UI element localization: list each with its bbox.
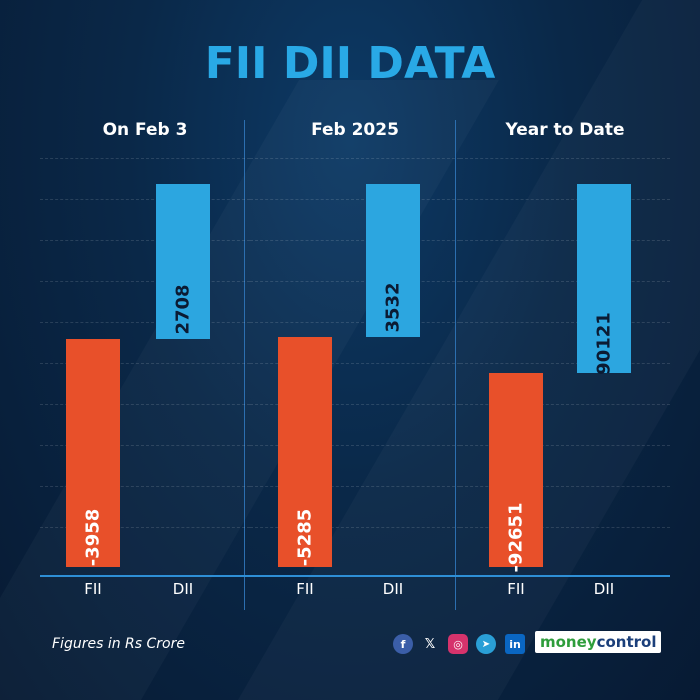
gridline [250,363,460,364]
facebook-icon[interactable]: f [393,634,413,654]
x-axis-baseline [460,575,670,577]
linkedin-glyph: in [509,637,521,651]
gridline [40,240,250,241]
gridline [40,281,250,282]
gridline [40,527,250,528]
gridline [40,486,250,487]
gridline [460,404,670,405]
brand-part1: money [540,633,597,651]
x-tick-label: DII [382,580,404,598]
bar-fii: -3958 [66,339,120,567]
gridline [40,158,250,159]
gridline [250,322,460,323]
moneycontrol-logo[interactable]: money control [535,631,662,653]
panel-divider [244,120,245,610]
panel-title: On Feb 3 [102,120,188,140]
gridline [250,527,460,528]
bar-fii: -5285 [278,337,332,567]
gridline [250,158,460,159]
gridline [460,445,670,446]
gridline [460,486,670,487]
gridline [40,404,250,405]
page-title: FII DII DATA [204,38,496,89]
chart-panel-feb3: On Feb 3 -3958 2708 FII DII [40,120,250,610]
x-axis-baseline [250,575,460,577]
x-tick-label: FII [84,580,102,598]
bar-value-label: 2708 [172,284,194,336]
chart-panel-ytd: Year to Date -92651 90121 FII DII [460,120,670,610]
gridline [250,281,460,282]
gridline [460,322,670,323]
panel-divider [455,120,456,610]
gridline [460,158,670,159]
x-tick-label: FII [507,580,525,598]
gridline [250,240,460,241]
gridline [460,281,670,282]
gridline [460,363,670,364]
gridline [460,199,670,200]
gridline [250,445,460,446]
brand-part2: control [596,633,657,651]
instagram-icon[interactable]: ◎ [448,634,468,654]
gridline [40,363,250,364]
chart-panel-feb2025: Feb 2025 -5285 3532 FII DII [250,120,460,610]
bar-value-label: 90121 [593,311,615,375]
gridline [250,486,460,487]
x-glyph: 𝕏 [424,636,436,652]
bar-fii: -92651 [489,372,543,573]
panel-title: Year to Date [505,120,625,140]
gridline [250,199,460,200]
x-axis-baseline [40,575,250,577]
bar-value-label: -5285 [294,508,316,567]
gridline [460,527,670,528]
x-tick-label: DII [593,580,615,598]
x-tick-label: DII [172,580,194,598]
telegram-glyph: ➤ [481,638,491,650]
footnote: Figures in Rs Crore [52,636,185,652]
facebook-glyph: f [400,637,406,651]
gridline [250,404,460,405]
gridline [40,322,250,323]
bar-value-label: -3958 [82,508,104,567]
gridline [40,445,250,446]
panel-title: Feb 2025 [311,120,399,140]
instagram-glyph: ◎ [453,637,463,651]
bar-value-label: 3532 [382,282,404,333]
linkedin-icon[interactable]: in [505,634,525,654]
gridline [40,199,250,200]
bar-dii: 2708 [156,183,210,340]
gridline [460,240,670,241]
bar-value-label: -92651 [505,502,527,573]
bar-dii: 3532 [366,183,420,338]
telegram-icon[interactable]: ➤ [476,634,496,654]
x-tick-label: FII [296,580,314,598]
x-icon[interactable]: 𝕏 [420,634,440,654]
bar-dii: 90121 [577,183,631,375]
